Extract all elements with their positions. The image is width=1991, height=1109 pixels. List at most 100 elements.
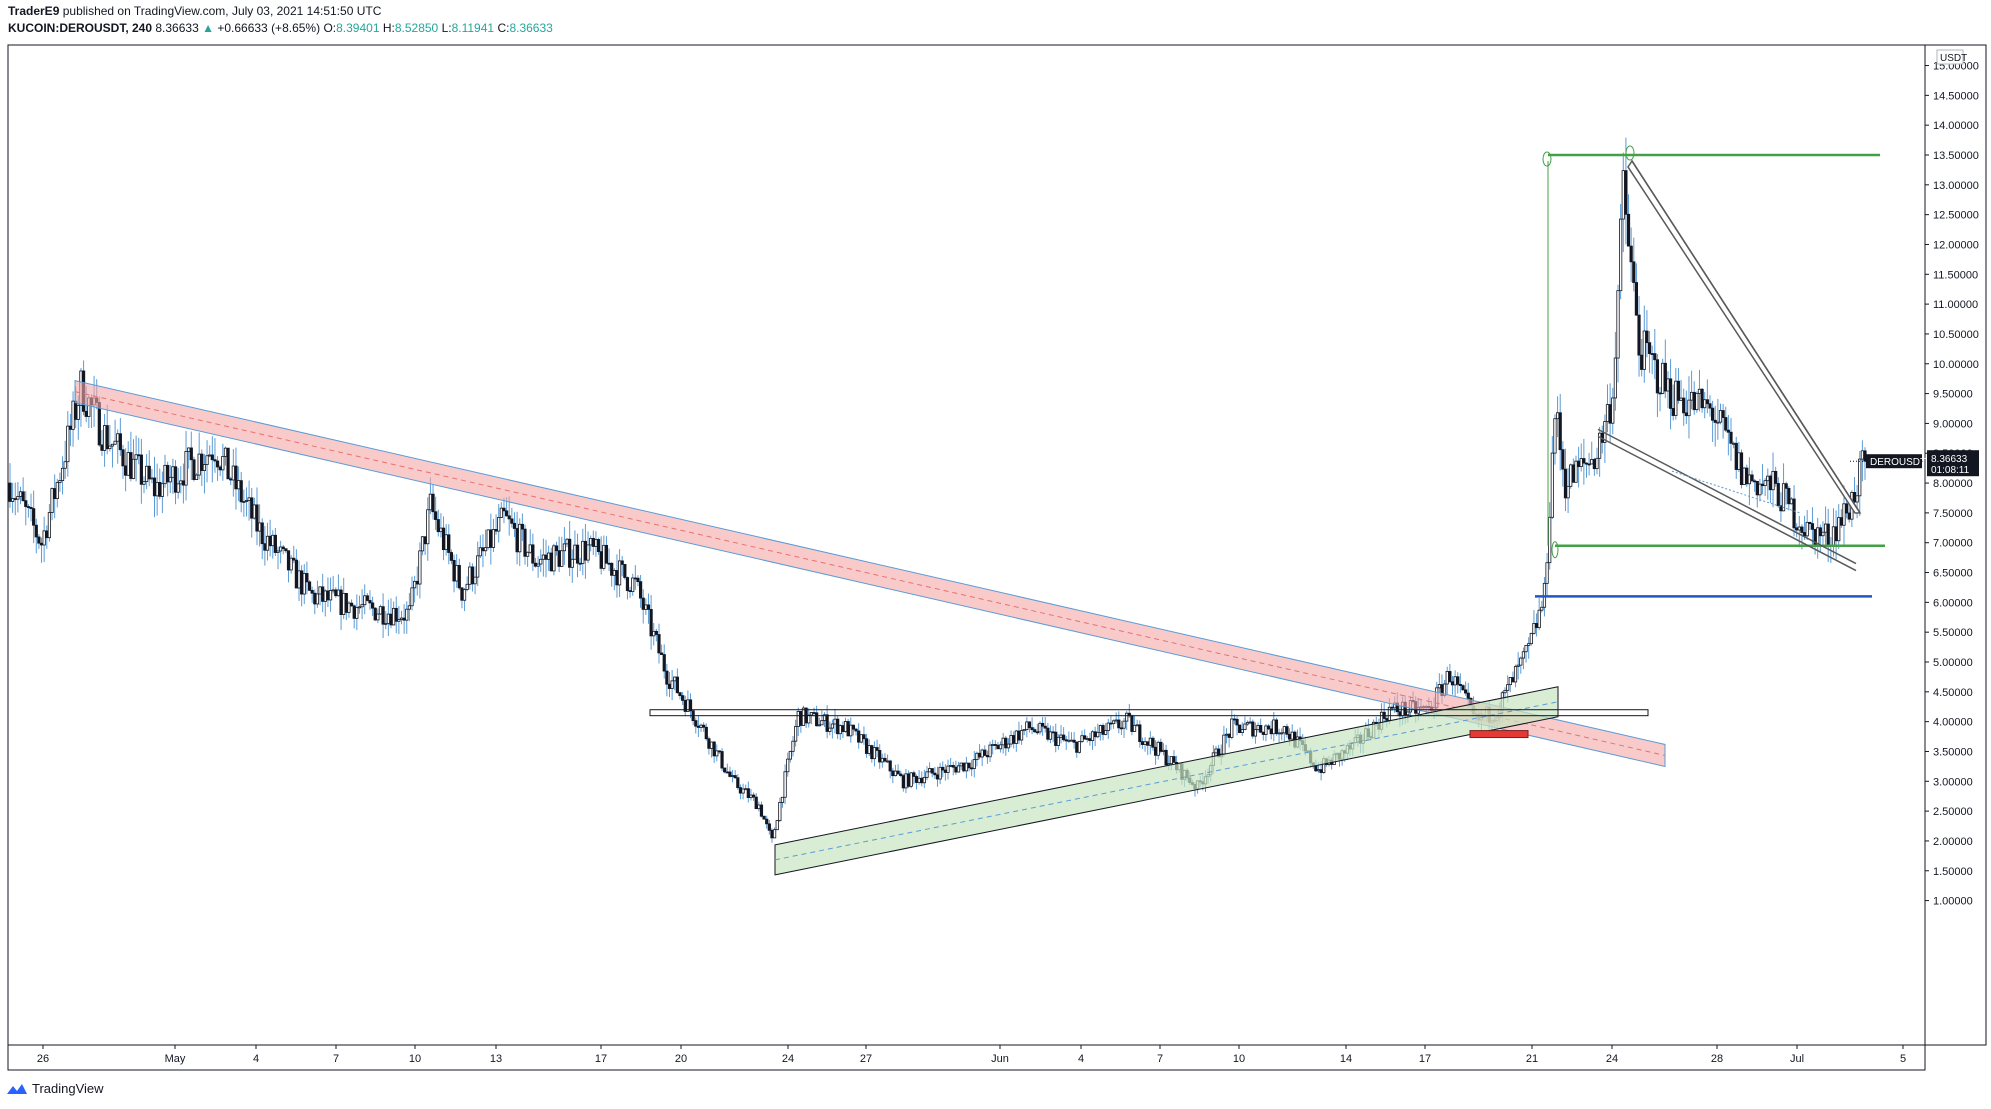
- candle-body: [1708, 403, 1712, 409]
- candle-body: [1732, 442, 1736, 445]
- candle-body: [544, 554, 548, 560]
- candle-body: [1758, 483, 1762, 496]
- candle-body: [60, 467, 65, 481]
- candle-body: [1687, 399, 1691, 417]
- candle-body: [1080, 735, 1084, 742]
- candle-body: [1277, 732, 1281, 735]
- candle-body: [55, 482, 59, 500]
- candle-body: [738, 787, 743, 794]
- candle-body: [483, 547, 488, 552]
- candle-body: [339, 589, 343, 615]
- last-price: 8.36633: [155, 21, 199, 35]
- candle-body: [1030, 727, 1034, 731]
- candle-body: [1540, 606, 1544, 611]
- candle-body: [901, 775, 905, 789]
- candle-body: [284, 548, 288, 552]
- change-arrow-icon: ▲: [202, 21, 214, 35]
- tradingview-icon: [7, 1083, 27, 1094]
- candle-body: [1789, 498, 1794, 505]
- candle-body: [1114, 719, 1118, 722]
- candle-body: [470, 566, 475, 585]
- candle-body: [943, 769, 947, 773]
- candle-body: [1566, 485, 1570, 499]
- y-tick-label: 11.00000: [1933, 299, 1978, 311]
- candle-body: [796, 711, 800, 727]
- candle-body: [1390, 706, 1394, 709]
- candle-body: [688, 699, 693, 712]
- candle-body: [276, 550, 280, 553]
- candle-body: [1172, 756, 1176, 763]
- candle-body: [1224, 733, 1229, 736]
- y-tick-label: 6.00000: [1933, 597, 1973, 609]
- candle-body: [499, 507, 503, 518]
- candle-body: [1784, 483, 1788, 489]
- price-chart[interactable]: 15.0000014.5000014.0000013.5000013.00000…: [0, 0, 1991, 1080]
- candle-body: [922, 776, 926, 784]
- candle-body: [1640, 354, 1644, 370]
- candle-body: [765, 818, 769, 825]
- candle-body: [1563, 468, 1568, 499]
- time-axis-frame: [7, 1044, 1926, 1071]
- candle-body: [1805, 521, 1809, 537]
- candle-body: [1605, 404, 1610, 422]
- candle-body: [1385, 718, 1389, 721]
- candle-body: [941, 766, 945, 771]
- candle-body: [1532, 623, 1536, 634]
- candle-body: [583, 540, 588, 561]
- candle-body: [1579, 458, 1583, 468]
- candle-body: [113, 440, 117, 445]
- tradingview-logo[interactable]: TradingView: [6, 1081, 104, 1096]
- candle-body: [1069, 739, 1074, 742]
- candle-body: [336, 589, 341, 597]
- candle-body: [1697, 388, 1702, 394]
- candle-body: [66, 425, 70, 463]
- candle-body: [1595, 457, 1599, 470]
- candle-body: [397, 619, 401, 622]
- candle-body: [649, 609, 653, 637]
- candle-body: [394, 607, 398, 622]
- candle-body: [158, 481, 162, 497]
- candle-body: [930, 768, 934, 774]
- candle-body: [1043, 725, 1047, 729]
- candle-body: [983, 749, 987, 756]
- candle-body: [815, 712, 819, 727]
- candle-body: [318, 586, 322, 595]
- candle-body: [410, 587, 414, 607]
- candle-body: [271, 534, 275, 547]
- symbol-label[interactable]: KUCOIN:DEROUSDT, 240: [8, 21, 153, 35]
- candle-body: [964, 762, 969, 772]
- candle-body: [242, 501, 246, 503]
- candle-body: [751, 794, 756, 798]
- candle-body: [1831, 526, 1836, 546]
- red-channel-midline: [74, 391, 1666, 756]
- candle-body: [1148, 737, 1152, 746]
- stop-zone-block: [1469, 730, 1529, 739]
- candle-body: [386, 613, 390, 624]
- y-tick-label: 12.50000: [1933, 210, 1979, 222]
- candle-body: [723, 767, 727, 773]
- candle-body: [1398, 711, 1402, 717]
- candle-body: [489, 529, 493, 548]
- candle-body: [1316, 769, 1321, 772]
- candle-body: [1453, 676, 1457, 686]
- candle-body: [355, 607, 359, 619]
- x-tick-label: Jul: [1790, 1053, 1804, 1065]
- candle-body: [1802, 532, 1807, 537]
- y-tick-label: 5.00000: [1933, 657, 1973, 669]
- author-name[interactable]: TraderE9: [8, 4, 60, 18]
- candle-body: [775, 820, 779, 831]
- candle-body: [1760, 483, 1765, 487]
- candle-body: [578, 562, 582, 565]
- candle-body: [294, 559, 298, 589]
- candle-body: [420, 536, 425, 552]
- candle-body: [236, 480, 241, 490]
- candle-body: [1153, 746, 1158, 756]
- candle-body: [552, 545, 556, 572]
- candle-body: [933, 772, 937, 776]
- candle-body: [515, 528, 519, 553]
- candle-body: [1813, 528, 1817, 547]
- candle-body: [1038, 722, 1042, 733]
- candle-body: [184, 451, 188, 486]
- candle-body: [741, 788, 745, 794]
- resistance-box: [649, 709, 1649, 717]
